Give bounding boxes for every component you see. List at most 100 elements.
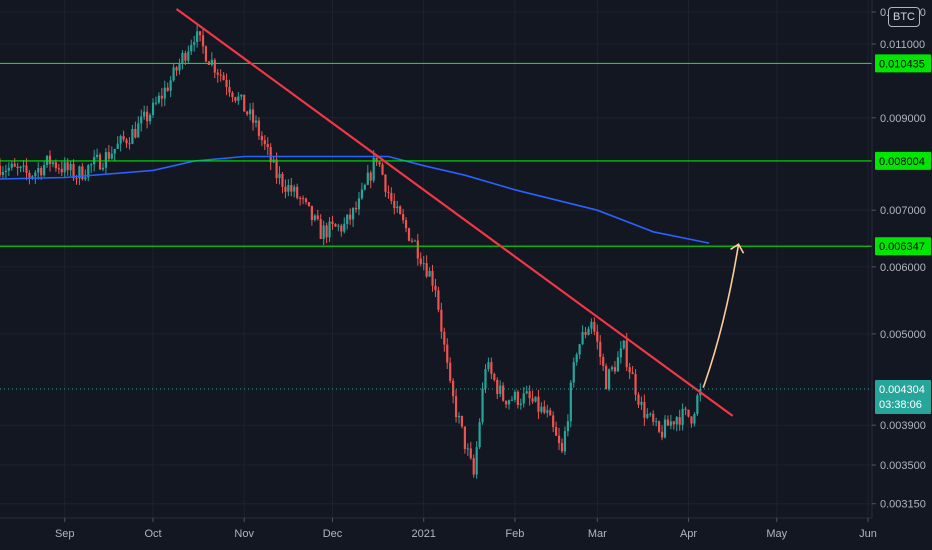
candle-body bbox=[257, 120, 261, 136]
candle-body bbox=[549, 410, 552, 416]
candle-body bbox=[643, 401, 646, 418]
candle-body bbox=[602, 356, 605, 366]
candle-body bbox=[531, 398, 534, 402]
candle-body bbox=[534, 396, 537, 402]
candle-body bbox=[419, 258, 422, 264]
candle-body bbox=[310, 205, 313, 221]
candle-body bbox=[349, 214, 352, 220]
candle-body bbox=[493, 373, 496, 380]
candle-body bbox=[240, 94, 243, 97]
candle-body bbox=[104, 152, 108, 168]
candle-body bbox=[322, 225, 325, 239]
candle-body bbox=[481, 388, 484, 423]
candle-body bbox=[54, 162, 58, 169]
candle-body bbox=[290, 185, 293, 192]
price-tick-label: 0.006000 bbox=[880, 262, 926, 274]
price-tick-label: 0.005000 bbox=[880, 329, 926, 341]
candle-body bbox=[10, 163, 13, 168]
candle-body bbox=[363, 184, 366, 190]
candle-body bbox=[387, 191, 390, 193]
candle-body bbox=[402, 214, 405, 221]
candle-body bbox=[284, 186, 287, 192]
time-tick-label: Nov bbox=[234, 528, 254, 540]
candle-body bbox=[95, 154, 99, 157]
candle-body bbox=[148, 115, 152, 122]
candle-body bbox=[360, 189, 364, 199]
level-badge bbox=[875, 54, 931, 73]
candle-body bbox=[581, 331, 584, 345]
candle-body bbox=[625, 340, 628, 368]
grid bbox=[0, 0, 872, 518]
candle-body bbox=[499, 385, 502, 394]
candle-body bbox=[404, 220, 408, 229]
candle-body bbox=[634, 374, 637, 395]
candle-body bbox=[472, 458, 475, 475]
candle-body bbox=[313, 215, 316, 221]
candle-body bbox=[225, 79, 228, 88]
candle-body bbox=[381, 164, 384, 175]
candle-body bbox=[590, 321, 593, 329]
candle-body bbox=[463, 426, 466, 449]
candle-body bbox=[440, 309, 443, 332]
candle-body bbox=[48, 155, 52, 164]
candle-body bbox=[466, 448, 469, 450]
time-tick-label: Feb bbox=[505, 528, 524, 540]
time-tick-label: Apr bbox=[680, 528, 697, 540]
candle-body bbox=[216, 72, 219, 75]
candle-body bbox=[525, 391, 528, 394]
candle-body bbox=[98, 154, 102, 170]
candle-body bbox=[663, 419, 667, 438]
candle-body bbox=[146, 111, 149, 122]
symbol-badge[interactable]: BTC bbox=[888, 7, 920, 27]
candle-body bbox=[454, 396, 458, 418]
candle-body bbox=[243, 94, 246, 112]
candle-body bbox=[687, 409, 690, 417]
candle-body bbox=[540, 406, 543, 412]
candle-body bbox=[431, 270, 434, 286]
candle-body bbox=[16, 166, 19, 169]
candle-body bbox=[616, 357, 619, 372]
candle-body bbox=[101, 167, 105, 170]
candle-body bbox=[246, 111, 249, 115]
candle-body bbox=[231, 92, 234, 98]
candle-body bbox=[646, 413, 649, 418]
candle-body bbox=[116, 143, 119, 149]
candle-body bbox=[516, 391, 519, 405]
price-tick-label: 0.003150 bbox=[880, 499, 926, 511]
candle-body bbox=[452, 380, 455, 397]
price-axis: 0.0120000.0110000.0090000.0070000.006000… bbox=[871, 0, 932, 550]
candle-body bbox=[416, 240, 419, 259]
candle-body bbox=[543, 406, 546, 413]
candle-body bbox=[296, 186, 299, 198]
candle-body bbox=[613, 367, 617, 372]
candle-body bbox=[375, 157, 378, 163]
candle-body bbox=[81, 166, 84, 180]
candle-body bbox=[434, 285, 437, 291]
candle-body bbox=[393, 201, 396, 209]
candle-body bbox=[72, 164, 75, 179]
candle-body bbox=[669, 421, 672, 426]
candle-body bbox=[640, 401, 643, 405]
candle-body bbox=[449, 362, 452, 381]
time-tick-label: Oct bbox=[144, 528, 161, 540]
candle-body bbox=[25, 165, 28, 173]
candle-body bbox=[684, 408, 687, 410]
candle-body bbox=[113, 148, 116, 154]
candle-body bbox=[584, 331, 587, 335]
candle-body bbox=[507, 400, 511, 405]
candle-body bbox=[649, 413, 652, 415]
price-tick-label: 0.003900 bbox=[880, 420, 926, 432]
candle-body bbox=[678, 417, 681, 425]
candle-body bbox=[19, 166, 22, 169]
level-badge-label: 0.010435 bbox=[879, 58, 925, 70]
candle-body bbox=[343, 223, 346, 232]
candle-body bbox=[37, 168, 40, 173]
candle-body bbox=[269, 147, 272, 163]
price-tick-label: 0.011000 bbox=[880, 39, 925, 51]
candle-body bbox=[319, 219, 322, 239]
candle-body bbox=[396, 206, 399, 209]
candle-body bbox=[675, 417, 678, 425]
candle-body bbox=[249, 109, 252, 115]
time-tick-label: 2021 bbox=[411, 528, 435, 540]
